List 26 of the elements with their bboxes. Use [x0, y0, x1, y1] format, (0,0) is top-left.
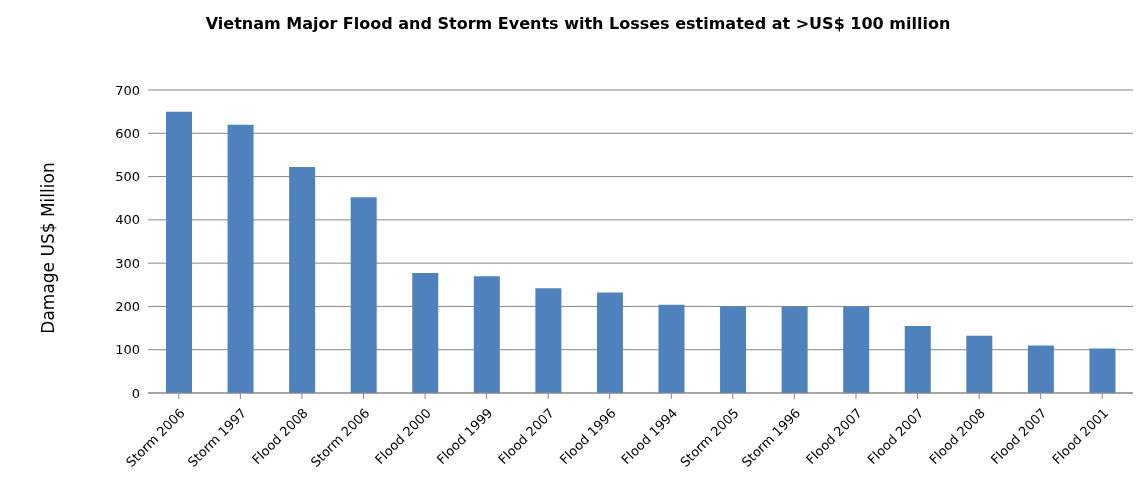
bar — [658, 304, 685, 393]
bar — [596, 292, 623, 393]
chart-title: Vietnam Major Flood and Storm Events with Losses estimated at >US$ 100 million — [204, 14, 952, 34]
y-tick-label: 200 — [115, 299, 140, 315]
y-tick-label: 300 — [115, 255, 140, 271]
bar — [227, 124, 254, 393]
bar — [843, 306, 870, 393]
y-tick-label: 400 — [115, 212, 140, 228]
bar — [289, 167, 316, 393]
bar — [1027, 345, 1054, 393]
bar — [720, 306, 747, 393]
bar — [904, 325, 931, 393]
y-tick-label: 0 — [131, 385, 140, 401]
y-tick-label: 500 — [115, 169, 140, 185]
bar — [412, 273, 439, 393]
bar — [473, 276, 500, 393]
bar — [781, 306, 808, 393]
y-axis-title: Damage US$ Million — [38, 162, 58, 334]
bar — [535, 288, 562, 393]
bar — [1089, 348, 1116, 393]
bar — [966, 335, 993, 393]
bar — [166, 111, 192, 393]
y-tick-label: 600 — [115, 125, 140, 141]
y-tick-label: 100 — [115, 342, 140, 358]
bar — [350, 197, 377, 393]
y-tick-label: 700 — [115, 82, 140, 98]
